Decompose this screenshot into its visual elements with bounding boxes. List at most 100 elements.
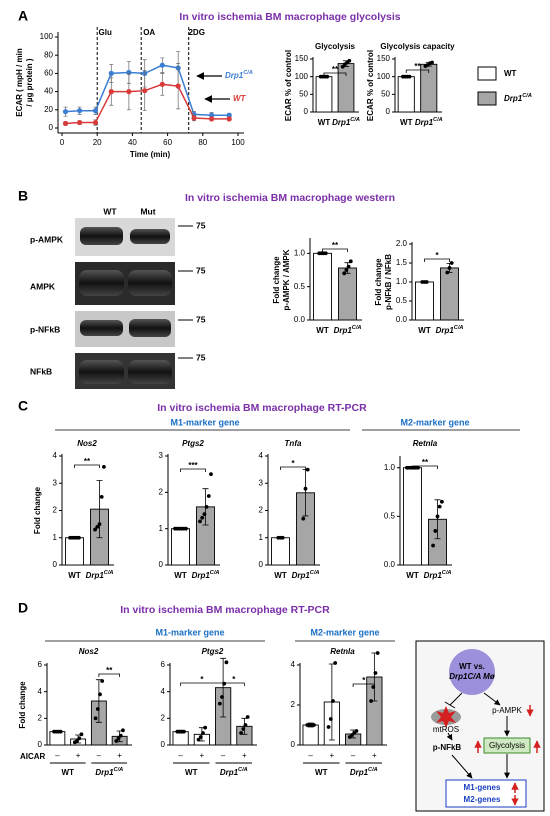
data-point (79, 732, 84, 737)
inhibit-line (449, 692, 463, 706)
data-point (326, 725, 331, 729)
data-point (305, 467, 310, 472)
data-point (375, 651, 380, 655)
group-label: WT (315, 768, 328, 777)
data-point (424, 280, 429, 284)
y-axis-label: p-AMPK / AMPK (282, 249, 291, 310)
data-point (95, 524, 100, 529)
x-tick-label: Drp1C/A (424, 570, 452, 580)
y-tick-label: 3 (159, 451, 164, 460)
ladder-label: 75 (196, 352, 206, 362)
bar (415, 281, 434, 321)
y-tick-label: 6 (38, 660, 43, 669)
data-point (97, 522, 102, 527)
error-bar (96, 480, 103, 539)
subhead: M2-marker gene (310, 627, 379, 637)
ladder-label: 75 (196, 220, 206, 230)
x-tick-label: WT (406, 571, 419, 580)
data-point (100, 679, 105, 683)
series-point (226, 112, 232, 118)
y-axis-label: Fold change (18, 681, 27, 729)
y-tick-label: 2.0 (396, 239, 408, 248)
y-tick-label: 0 (159, 560, 164, 569)
blot-band (79, 360, 124, 384)
data-point (209, 472, 213, 477)
macrophage-icon (449, 649, 495, 695)
series-point (142, 88, 148, 94)
x-tick-label: WT (318, 118, 331, 127)
blot-band (80, 227, 123, 245)
chart-title: Glycolysis capacity (380, 42, 455, 51)
data-point (196, 737, 201, 742)
data-point (99, 494, 104, 499)
series-point (108, 70, 114, 76)
legend-label: Drp1C/A (225, 70, 253, 80)
data-point (344, 268, 349, 272)
chart-title: Ptgs2 (182, 439, 204, 448)
y-tick-label: 2 (259, 506, 264, 515)
data-point (328, 717, 333, 721)
data-point (435, 514, 440, 519)
x-tick-label: WT (174, 571, 187, 580)
y-tick-label: 1 (159, 524, 164, 533)
chart-title: Tnfa (285, 439, 302, 448)
y-axis-label: ECAR ( mpH / min (15, 48, 24, 117)
data-point (245, 715, 250, 719)
x-tick-label: + (76, 751, 81, 760)
panel-label: B (18, 188, 28, 204)
x-tick-label: Drp1C/A (436, 325, 464, 335)
series-point (92, 119, 99, 126)
significance-label: * (362, 676, 366, 685)
significance-label: * (232, 675, 236, 684)
data-point (118, 733, 123, 738)
significance-label: ** (422, 458, 429, 467)
chart-title: Nos2 (77, 439, 97, 448)
y-tick-label: 80 (44, 50, 53, 59)
data-point (241, 727, 246, 731)
significance-bracket (222, 682, 245, 686)
y-tick-label: 50 (381, 89, 390, 98)
y-tick-label: 150 (295, 54, 309, 63)
subhead: M1-marker gene (155, 627, 224, 637)
series-point (126, 69, 132, 76)
blot-band (80, 320, 123, 336)
series-point (62, 120, 69, 127)
y-axis-label: ECAR % of control (366, 50, 375, 121)
blot-column: Mut (140, 206, 155, 216)
subhead: M1-marker gene (170, 417, 239, 427)
data-point (203, 725, 208, 730)
x-tick-label: – (221, 751, 226, 760)
data-point (369, 699, 373, 703)
y-tick-label: 0 (38, 740, 43, 749)
x-tick-label: WT (316, 326, 329, 335)
data-point (342, 271, 347, 276)
x-tick-label: WT (400, 118, 413, 127)
legend-label: WT (233, 94, 247, 103)
y-tick-label: 4 (259, 451, 264, 460)
y-tick-label: 2 (53, 506, 58, 515)
series-point (159, 81, 165, 87)
significance-label: ** (332, 65, 339, 74)
blot-row: AMPK (30, 281, 56, 291)
data-point (445, 270, 450, 275)
significance-bracket (412, 465, 438, 469)
data-point (182, 729, 186, 734)
data-point (333, 661, 338, 665)
y-tick-label: 100 (377, 72, 391, 81)
significance-bracket (424, 258, 450, 262)
x-tick-label: WT (418, 326, 431, 335)
x-tick-label: + (330, 751, 335, 760)
significance-bracket (280, 466, 306, 470)
data-point (93, 716, 98, 721)
node-box (483, 737, 531, 754)
node-label: M1-genes (464, 783, 501, 792)
y-tick-label: 2 (291, 700, 296, 709)
data-point (77, 736, 82, 741)
data-point (224, 660, 229, 665)
data-point (373, 671, 378, 675)
western-blot: WT Mut p-AMPK AMPK p-NFkB NFkB 75 75 75 … (30, 206, 206, 389)
marker-label: Glu (99, 28, 112, 37)
y-tick-label: 0 (304, 107, 309, 116)
significance-bracket (405, 69, 430, 73)
series-point (126, 89, 132, 95)
